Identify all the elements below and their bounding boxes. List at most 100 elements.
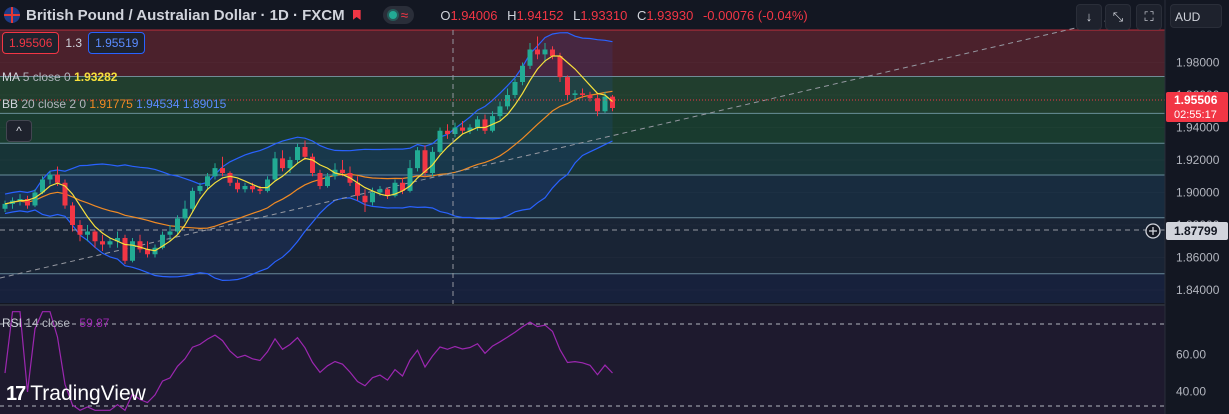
candle-body [400,182,405,191]
candle-body [520,65,525,82]
flag-marker-icon[interactable] [352,10,361,20]
collapse-legend-button[interactable]: ^ [6,120,32,142]
price-zones [0,29,1165,303]
candle-body [497,106,503,117]
candle-body [62,182,68,206]
rsi-tick-label: 40.00 [1176,385,1206,399]
candle-body [32,192,38,206]
trade-panel: 1.95506 1.3 1.95519 [2,32,146,54]
candle-body [130,241,135,261]
candle-body [40,179,45,193]
candle-body [310,156,315,173]
crosshair-price-label: 1.87799 [1174,224,1218,238]
tradingview-wordmark: TradingView [30,382,146,405]
spread-value: 1.3 [65,36,83,50]
bollinger-band-fill [5,32,613,281]
candle-body [460,127,465,131]
buy-button[interactable]: 1.95519 [88,32,146,54]
candle-body [280,158,285,169]
candle-body [550,49,555,56]
candle-body [490,116,495,131]
candle-body [572,93,578,95]
price-zone [0,143,1165,175]
rsi-legend[interactable]: RSI 14 close 59.87 [2,316,109,330]
candle-body [377,189,383,193]
candle-body [325,176,330,186]
rsi-label: RSI [2,316,23,330]
rsi-value: 59.87 [79,316,110,330]
symbol-title[interactable]: British Pound / Australian Dollar · 1D ·… [26,6,345,24]
candle-body [482,119,488,131]
ohlc-values: O1.94006 H1.94152 L1.93310 C1.93930 -0.0… [440,8,813,23]
candle-body [212,168,218,177]
candle-body [542,49,548,55]
price-tick-label: 1.92000 [1176,153,1220,167]
market-status-pill[interactable]: ≈ [382,6,415,24]
symbol-header[interactable]: British Pound / Australian Dollar · 1D ·… [4,6,814,24]
candle-body [452,127,458,134]
candle-body [295,147,300,160]
countdown-label: 02:55:17 [1174,109,1217,121]
candle-body [422,150,428,173]
candle-body [587,95,593,99]
candle-body [85,231,90,235]
candle-body [257,189,263,191]
market-open-icon [388,11,397,19]
last-price-badge [1166,92,1228,122]
bb-label: BB [2,97,19,111]
rsi-params: 14 close [25,316,71,330]
candle-body [205,176,210,186]
price-zone [0,113,1165,144]
candle-body [580,93,585,95]
currency-selector[interactable]: AUD [1170,4,1222,28]
candle-body [100,241,105,245]
ohlc-close-key: C [636,7,647,23]
candle-body [167,231,173,235]
candle-body [527,49,533,66]
price-tick-label: 1.86000 [1176,251,1220,265]
candle-body [2,203,8,209]
gbp-aud-flag-icon [4,7,20,23]
ohlc-low-key: L [573,7,581,23]
candle-body [557,56,563,78]
candle-body [610,96,615,108]
candle-body [430,151,435,173]
ma-value: 1.93282 [74,70,118,84]
trend-line[interactable] [0,19,1111,279]
candle-body [437,130,443,152]
price-tick-label: 1.94000 [1176,121,1220,135]
candle-body [115,238,120,242]
candle-body [467,127,473,131]
sell-button[interactable]: 1.95506 [2,32,60,54]
candle-body [55,174,60,183]
ma-label: MA [2,70,20,84]
candle-body [302,147,308,157]
fullscreen-icon: ⛶ [1144,9,1154,24]
candle-body [535,49,540,55]
collapse-button[interactable]: ⤡ [1105,4,1131,30]
price-axis[interactable] [1165,0,1229,414]
candle-body [512,82,518,95]
arrow-down-icon: ↓ [1085,9,1093,24]
rsi-axis-ticks: 60.00 40.00 [1176,347,1206,398]
candle-body [220,168,225,173]
candle-body [340,169,345,173]
candle-body [407,168,413,191]
ma-legend[interactable]: MA 5 close 0 1.93282 [2,70,117,84]
price-zone [0,273,1165,303]
candle-body [92,231,98,242]
price-zone [0,217,1165,274]
candle-body [250,186,255,190]
candle-body [227,173,233,183]
bb-params: 20 close 2 0 [21,97,87,111]
tradingview-logo[interactable]: 17 TradingView [6,382,146,406]
bb-legend[interactable]: BB 20 close 2 0 1.91775 1.94534 1.89015 [2,97,226,111]
scroll-down-button[interactable]: ↓ [1076,4,1102,30]
ohlc-close-value: 1.93930 [646,7,694,23]
fullscreen-button[interactable]: ⛶ [1136,4,1162,30]
candle-body [565,77,570,95]
candle-body [287,160,293,169]
rsi-tick-label: 60.00 [1176,347,1206,361]
candle-body [182,208,188,219]
